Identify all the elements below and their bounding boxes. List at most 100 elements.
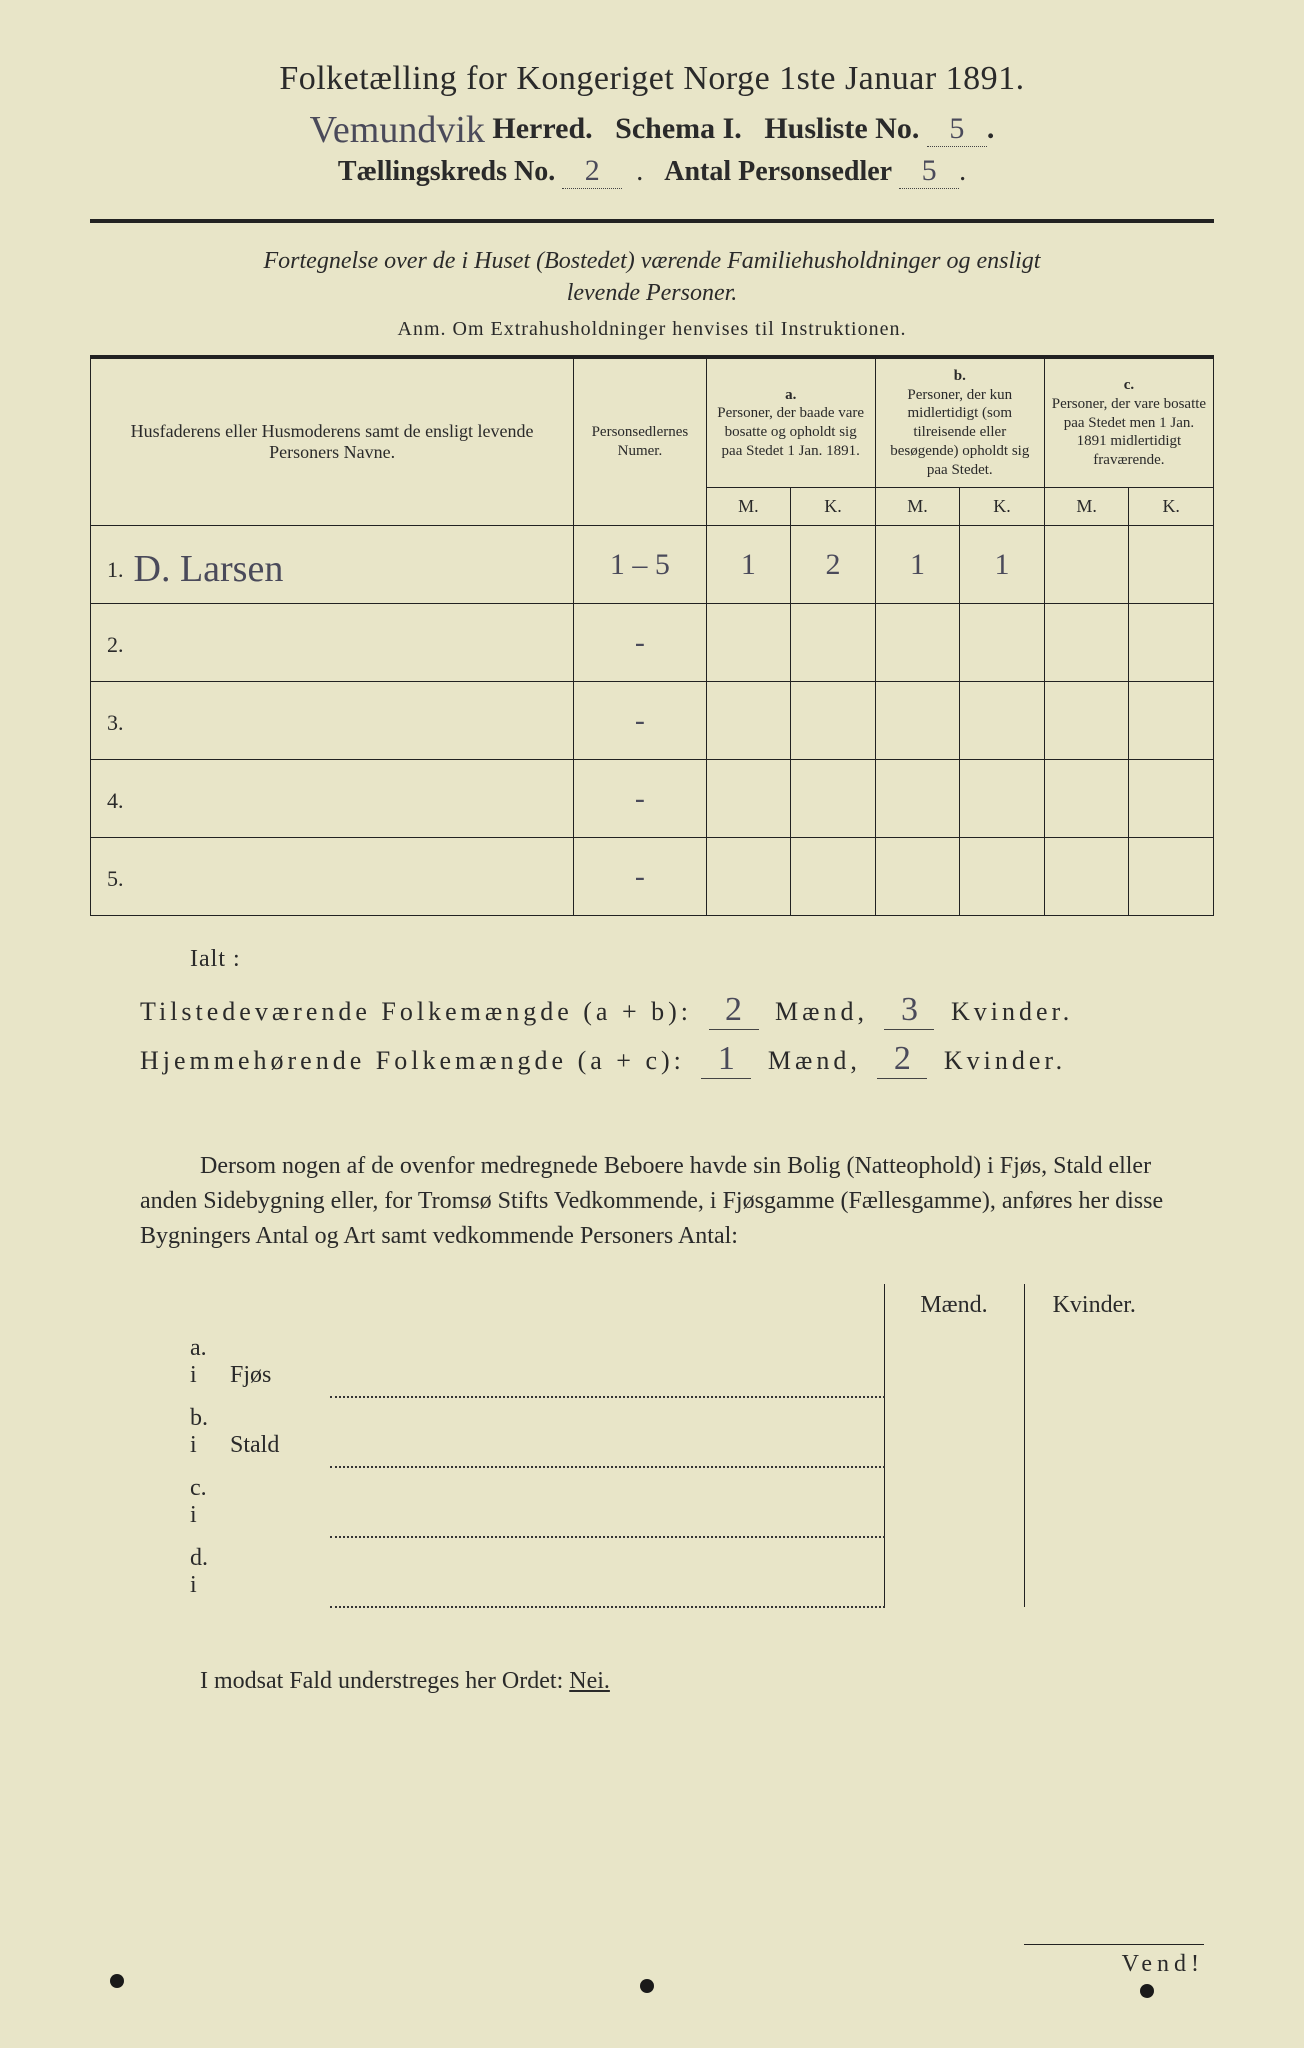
row-b-k — [960, 760, 1045, 838]
side-row-label: a. i — [180, 1327, 220, 1397]
total-ac-m: 1 — [701, 1040, 751, 1079]
kreds-label: Tællingskreds No. — [338, 156, 555, 187]
schema-label: Schema I. — [615, 112, 742, 145]
side-k-header: Kvinder. — [1024, 1284, 1164, 1327]
table-row: 5.- — [91, 838, 1214, 916]
herred-value: Vemundvik — [310, 108, 485, 152]
header-line-2: Vemundvik Herred. Schema I. Husliste No.… — [90, 104, 1214, 148]
page-title: Folketælling for Kongeriget Norge 1ste J… — [90, 60, 1214, 98]
side-row-word — [220, 1537, 330, 1607]
row-numer: - — [574, 682, 706, 760]
side-row-word: Fjøs — [220, 1327, 330, 1397]
row-numer: - — [574, 838, 706, 916]
row-a-k — [791, 760, 876, 838]
side-row-dots — [330, 1537, 884, 1607]
side-row-label: d. i — [180, 1537, 220, 1607]
row-a-k — [791, 604, 876, 682]
husliste-label: Husliste No. — [764, 112, 919, 145]
side-building-table: Mænd. Kvinder. a. iFjøsb. iStaldc. id. i — [180, 1284, 1164, 1608]
side-row-k — [1024, 1397, 1164, 1467]
vend-label: Vend! — [1024, 1944, 1204, 1978]
side-row-word — [220, 1467, 330, 1537]
side-row-m — [884, 1327, 1024, 1397]
row-c-m — [1044, 604, 1129, 682]
row-name: 4. — [91, 760, 574, 838]
col-a: a.Personer, der baade vare bosatte og op… — [706, 357, 875, 488]
nei-line: I modsat Fald understreges her Ordet: Ne… — [200, 1668, 1214, 1695]
side-row: b. iStald — [180, 1397, 1164, 1467]
herred-label: Herred. — [492, 112, 592, 145]
row-name: 3. — [91, 682, 574, 760]
side-row: a. iFjøs — [180, 1327, 1164, 1397]
row-numer: - — [574, 604, 706, 682]
row-c-k — [1129, 682, 1214, 760]
row-c-m — [1044, 526, 1129, 604]
side-row-k — [1024, 1537, 1164, 1607]
row-a-k: 2 — [791, 526, 876, 604]
husliste-value: 5 — [927, 112, 987, 147]
side-building-paragraph: Dersom nogen af de ovenfor medregnede Be… — [140, 1149, 1184, 1253]
row-c-k — [1129, 760, 1214, 838]
col-a-k: K. — [791, 488, 876, 526]
side-row-dots — [330, 1467, 884, 1537]
header-line-3: Tællingskreds No. 2 . Antal Personsedler… — [90, 154, 1214, 189]
side-row: d. i — [180, 1537, 1164, 1607]
row-a-m — [706, 682, 791, 760]
totals-line-1: Tilstedeværende Folkemængde (a + b): 2 M… — [140, 991, 1214, 1030]
row-a-m — [706, 760, 791, 838]
annotation-note: Anm. Om Extrahusholdninger henvises til … — [90, 318, 1214, 341]
col-c-m: M. — [1044, 488, 1129, 526]
row-a-m: 1 — [706, 526, 791, 604]
total-ac-k: 2 — [877, 1040, 927, 1079]
col-b: b.Personer, der kun midlertidigt (som ti… — [875, 357, 1044, 488]
side-row: c. i — [180, 1467, 1164, 1537]
row-numer: - — [574, 760, 706, 838]
row-b-m — [875, 682, 960, 760]
antal-value: 5 — [899, 154, 959, 189]
table-row: 1.D. Larsen1 – 51211 — [91, 526, 1214, 604]
nei-word: Nei. — [569, 1668, 610, 1694]
totals-line-2: Hjemmehørende Folkemængde (a + c): 1 Mæn… — [140, 1040, 1214, 1079]
divider — [90, 219, 1214, 223]
row-c-m — [1044, 682, 1129, 760]
table-row: 2.- — [91, 604, 1214, 682]
col-c-k: K. — [1129, 488, 1214, 526]
side-row-dots — [330, 1397, 884, 1467]
col-name: Husfaderens eller Husmoderens samt de en… — [91, 357, 574, 526]
row-c-m — [1044, 760, 1129, 838]
hole-mark — [1140, 1984, 1154, 1998]
row-b-k — [960, 682, 1045, 760]
col-numer: Personsedlernes Numer. — [574, 357, 706, 526]
table-row: 3.- — [91, 682, 1214, 760]
side-m-header: Mænd. — [884, 1284, 1024, 1327]
side-row-dots — [330, 1327, 884, 1397]
row-c-k — [1129, 838, 1214, 916]
antal-label: Antal Personsedler — [664, 156, 892, 187]
side-row-m — [884, 1537, 1024, 1607]
census-table: Husfaderens eller Husmoderens samt de en… — [90, 355, 1214, 917]
side-row-label: b. i — [180, 1397, 220, 1467]
side-row-m — [884, 1397, 1024, 1467]
hole-mark — [640, 1979, 654, 1993]
row-b-m — [875, 604, 960, 682]
side-row-m — [884, 1467, 1024, 1537]
subtitle: Fortegnelse over de i Huset (Bostedet) v… — [90, 245, 1214, 310]
side-row-k — [1024, 1467, 1164, 1537]
row-a-m — [706, 838, 791, 916]
row-b-m — [875, 838, 960, 916]
row-b-k — [960, 838, 1045, 916]
ialt-label: Ialt : — [190, 946, 1214, 973]
side-row-word: Stald — [220, 1397, 330, 1467]
row-c-m — [1044, 838, 1129, 916]
row-name: 5. — [91, 838, 574, 916]
col-a-m: M. — [706, 488, 791, 526]
col-b-m: M. — [875, 488, 960, 526]
col-c: c.Personer, der vare bosatte paa Stedet … — [1044, 357, 1213, 488]
row-numer: 1 – 5 — [574, 526, 706, 604]
row-b-k: 1 — [960, 526, 1045, 604]
row-b-m — [875, 760, 960, 838]
row-b-k — [960, 604, 1045, 682]
row-c-k — [1129, 526, 1214, 604]
total-ab-m: 2 — [709, 991, 759, 1030]
side-row-k — [1024, 1327, 1164, 1397]
